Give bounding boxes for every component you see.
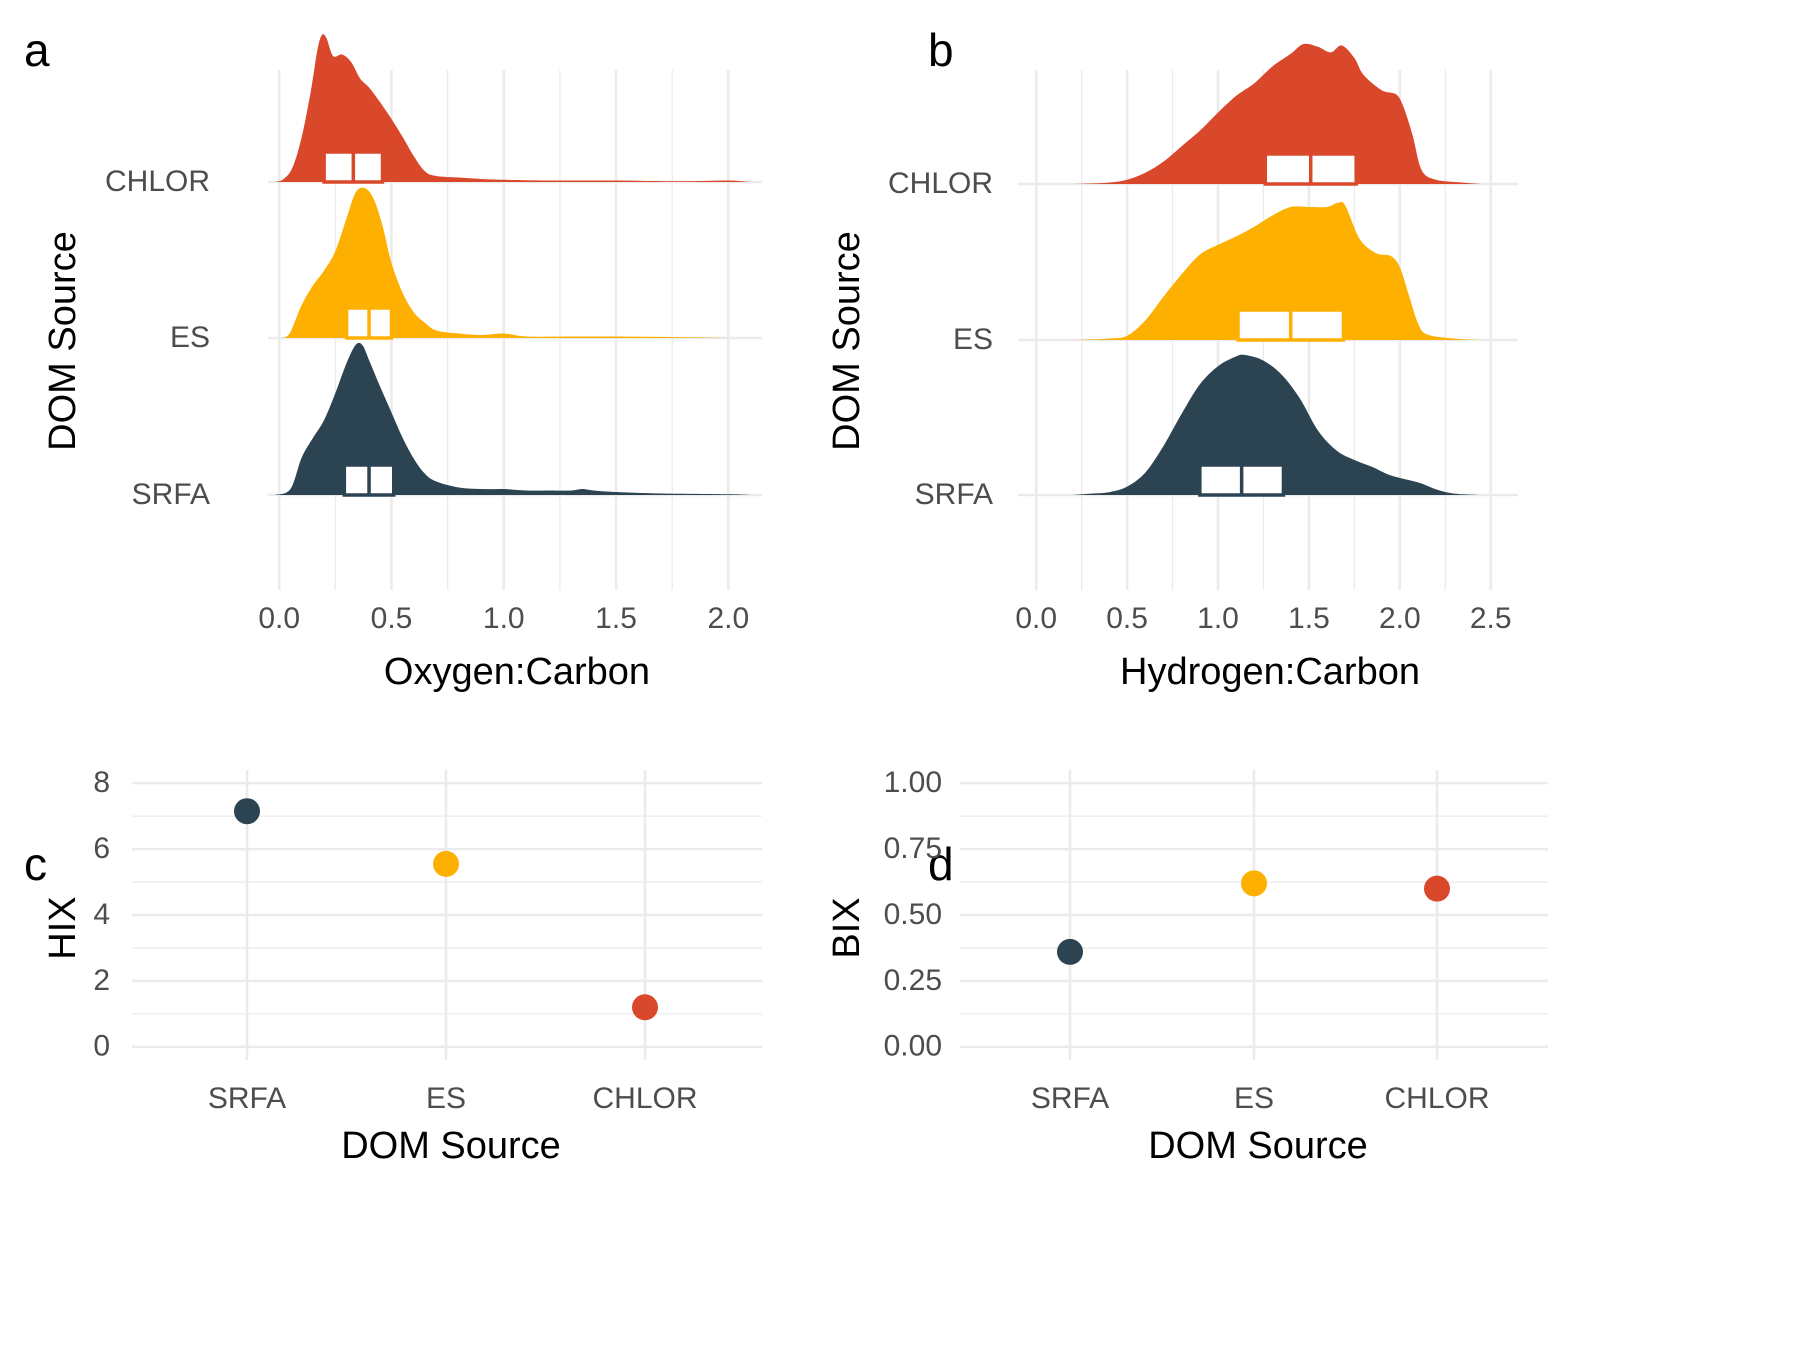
x-axis-title: Oxygen:Carbon <box>384 651 650 693</box>
y-tick-label: 0.75 <box>884 832 942 865</box>
data-point-es <box>433 850 459 877</box>
y-tick-label: 2 <box>93 964 110 997</box>
y-tick-label: SRFA <box>915 478 993 511</box>
y-axis-title: HIX <box>42 896 84 959</box>
panel-a-oxygen-carbon-ridgeline: 0.0 0.5 1.0 1.5 2.0 SRFA ES CHLOR Oxygen:Carbon D… <box>42 34 762 693</box>
x-tick-label: 0.0 <box>258 602 300 635</box>
x-tick-label: 2.0 <box>1379 602 1421 635</box>
density-ridge-chlor <box>274 34 751 182</box>
panel-letter-a: a <box>24 24 50 76</box>
x-tick-label: CHLOR <box>1384 1082 1489 1115</box>
density-ridge-chlor <box>1072 43 1482 184</box>
x-tick-label: ES <box>426 1082 466 1115</box>
x-tick-label: CHLOR <box>592 1082 697 1115</box>
y-axis-title: DOM Source <box>42 231 84 451</box>
y-tick-label: 0.00 <box>884 1030 942 1063</box>
x-axis-title: DOM Source <box>341 1125 561 1167</box>
y-tick-label: CHLOR <box>888 167 993 200</box>
x-tick-label: 1.5 <box>595 602 637 635</box>
data-point-srfa <box>234 798 260 825</box>
x-tick-label: SRFA <box>1031 1082 1109 1115</box>
y-axis-title: DOM Source <box>826 231 868 451</box>
y-tick-label: 1.00 <box>884 766 942 799</box>
y-tick-label: ES <box>953 323 993 356</box>
panel-letter-d: d <box>928 838 954 890</box>
x-tick-label: 2.5 <box>1470 602 1512 635</box>
panel-letter-b: b <box>928 24 954 76</box>
y-tick-label: CHLOR <box>105 165 210 198</box>
panel-letter-c: c <box>24 838 47 890</box>
y-tick-label: SRFA <box>132 478 210 511</box>
y-tick-label: 0 <box>93 1030 110 1063</box>
x-tick-label: 2.0 <box>707 602 749 635</box>
x-tick-label: 1.5 <box>1288 602 1330 635</box>
y-tick-label: 4 <box>93 898 110 931</box>
density-ridge-es <box>1072 201 1482 340</box>
x-tick-label: 0.0 <box>1015 602 1057 635</box>
y-tick-label: 6 <box>93 832 110 865</box>
density-ridge-srfa <box>274 342 751 495</box>
x-tick-label: ES <box>1234 1082 1274 1115</box>
x-tick-label: SRFA <box>208 1082 286 1115</box>
density-ridge-srfa <box>1072 354 1482 495</box>
y-axis-title: BIX <box>826 897 868 958</box>
panel-c-hix-dot-plot: 0 2 4 6 8 SRFA ES CHLOR DOM Source HIX <box>42 766 762 1167</box>
y-tick-label: 0.50 <box>884 898 942 931</box>
panel-d-bix-dot-plot: 0.00 0.25 0.50 0.75 1.00 SRFA ES CHLOR DOM Sourc… <box>826 766 1548 1167</box>
data-point-chlor <box>1424 875 1450 902</box>
x-tick-label: 0.5 <box>1106 602 1148 635</box>
x-axis-title: Hydrogen:Carbon <box>1120 651 1420 693</box>
x-tick-label: 1.0 <box>1197 602 1239 635</box>
y-tick-label: ES <box>170 321 210 354</box>
y-tick-label: 0.25 <box>884 964 942 997</box>
density-ridge-es <box>283 187 729 338</box>
data-point-chlor <box>632 994 658 1021</box>
data-point-es <box>1241 870 1267 897</box>
y-tick-label: 8 <box>93 766 110 799</box>
x-tick-label: 0.5 <box>371 602 413 635</box>
panel-b-hydrogen-carbon-ridgeline: 0.0 0.5 1.0 1.5 2.0 2.5 SRFA ES CHLOR Hydrogen:Ca… <box>826 43 1518 693</box>
x-tick-label: 1.0 <box>483 602 525 635</box>
data-point-srfa <box>1057 938 1083 965</box>
x-axis-title: DOM Source <box>1148 1125 1368 1167</box>
